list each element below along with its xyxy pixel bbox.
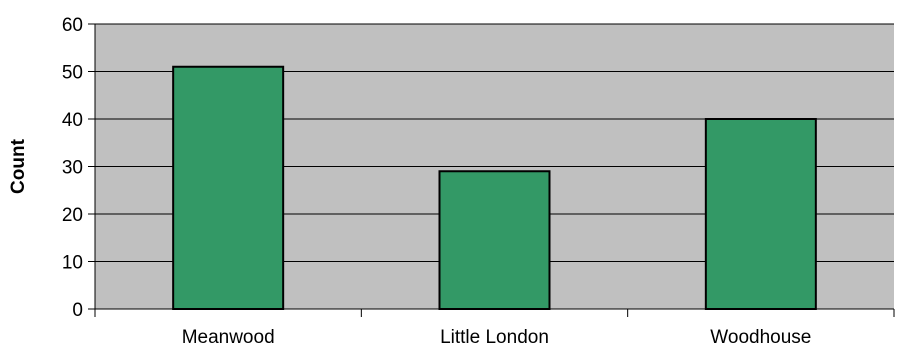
y-tick-label: 50 (62, 63, 83, 84)
y-tick-label: 30 (62, 158, 83, 179)
y-tick-label: 40 (62, 110, 83, 131)
y-tick-label: 0 (72, 300, 83, 321)
bars (172, 65, 817, 310)
y-axis-title: Count (8, 138, 29, 194)
x-category-label: Woodhouse (710, 327, 811, 348)
bar-woodhouse (704, 118, 817, 310)
x-category-label: Little London (440, 327, 549, 348)
bar-meanwood (172, 65, 285, 310)
y-tick-label: 10 (62, 253, 83, 274)
x-tick-labels: Meanwood Little London Woodhouse (182, 327, 812, 348)
y-tick-label: 60 (62, 15, 83, 36)
x-category-label: Meanwood (182, 327, 275, 348)
y-tick-labels: 0 10 20 30 40 50 60 (62, 15, 83, 321)
bar-little-london (438, 170, 551, 310)
axes (88, 23, 895, 317)
y-tick-label: 20 (62, 205, 83, 226)
